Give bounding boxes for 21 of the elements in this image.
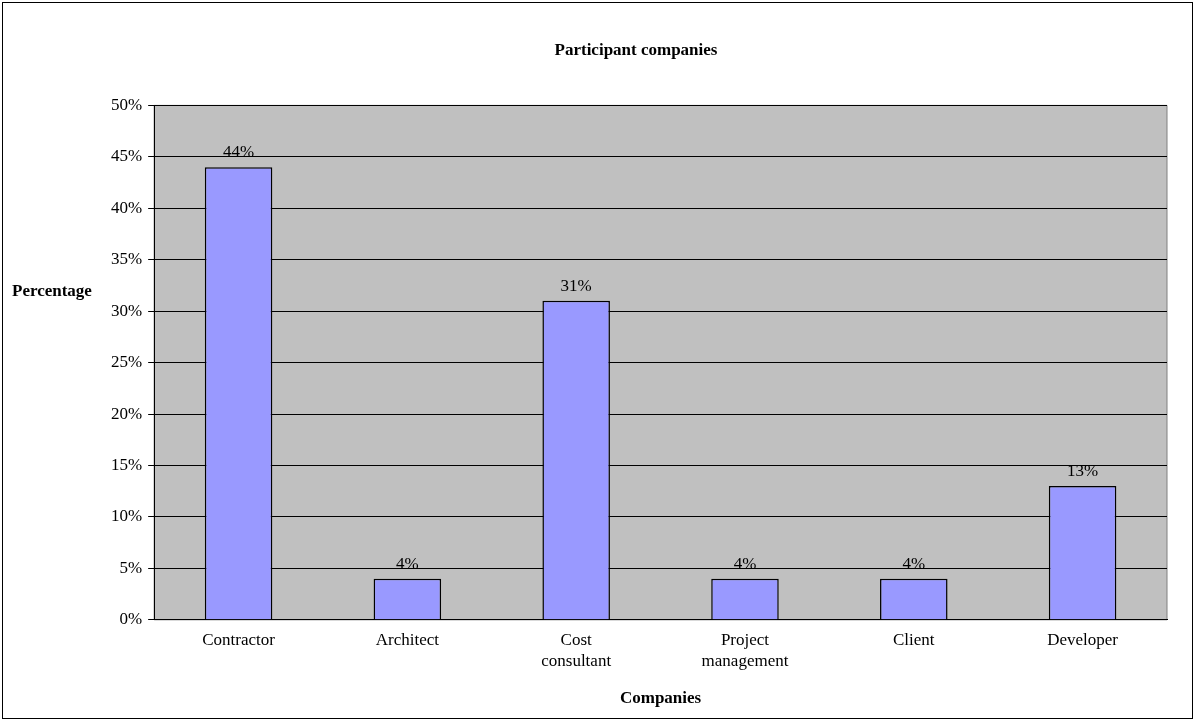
x-tick-label: Architect xyxy=(375,630,440,650)
x-tick-label: Project management xyxy=(701,630,789,670)
y-tick-label: 20% xyxy=(110,403,143,423)
chart-title: Participant companies xyxy=(554,39,718,59)
y-tick-label: 45% xyxy=(110,146,143,166)
x-tick-label: Contractor xyxy=(202,630,276,650)
y-tick-label: 0% xyxy=(119,609,143,629)
x-tick-label: Developer xyxy=(1047,630,1119,650)
y-tick-label: 5% xyxy=(119,557,143,577)
y-tick-label: 40% xyxy=(110,197,143,217)
y-axis-title: Percentage xyxy=(12,281,93,301)
y-tick-label: 25% xyxy=(110,352,143,372)
x-axis-title: Companies xyxy=(619,688,702,708)
y-tick-label: 35% xyxy=(110,249,143,269)
x-tick-label: Client xyxy=(893,630,935,650)
y-tick-label: 30% xyxy=(110,300,143,320)
data-label: 31% xyxy=(560,275,592,295)
y-tick-label: 10% xyxy=(110,506,143,526)
x-tick-label: Cost consultant xyxy=(541,630,612,670)
y-tick-label: 15% xyxy=(110,454,143,474)
y-tick-label: 50% xyxy=(110,94,143,114)
